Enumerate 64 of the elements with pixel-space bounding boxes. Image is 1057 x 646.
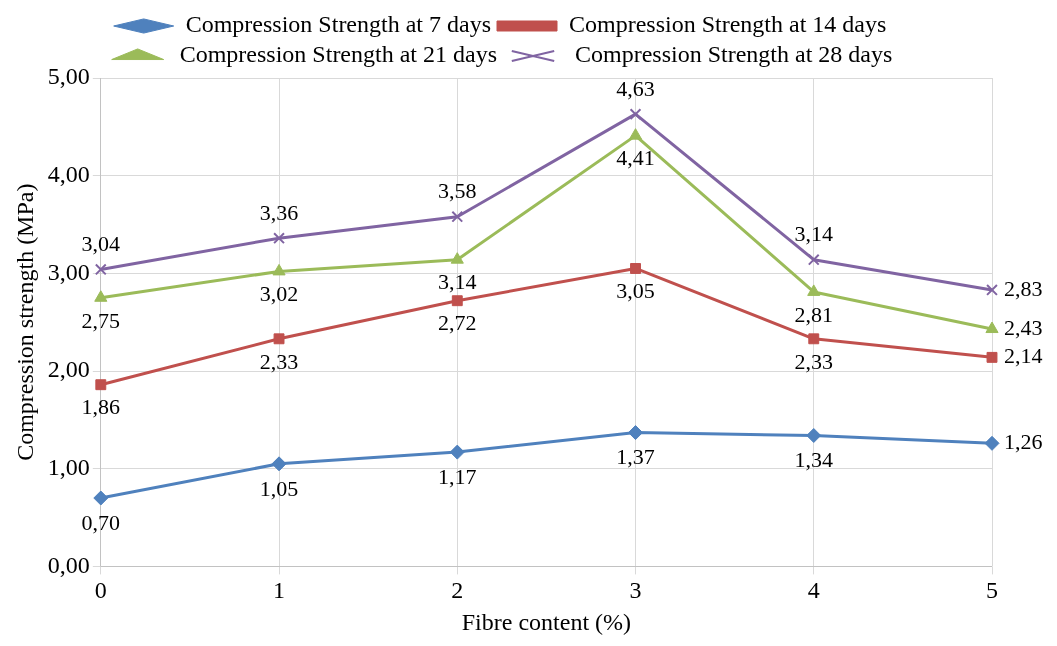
point	[986, 351, 998, 363]
data-label: 3,36	[259, 199, 299, 225]
point	[450, 252, 464, 264]
point	[807, 284, 821, 296]
point	[628, 128, 643, 140]
point	[808, 333, 820, 345]
point	[271, 456, 287, 472]
data-label: 2,33	[259, 348, 299, 374]
data-label: 2,83	[1004, 275, 1043, 301]
data-label: 3,02	[259, 281, 299, 307]
y-tick-label: 2,00	[47, 356, 90, 383]
data-label: 3,04	[81, 231, 121, 257]
y-axis-title: Compression strength (MPa)	[11, 183, 38, 461]
data-label: 3,14	[438, 269, 477, 295]
x-tick-label: 5	[986, 577, 998, 604]
x-tick-label: 0	[94, 577, 107, 604]
point	[95, 379, 107, 391]
point	[451, 295, 463, 307]
data-label: 3,14	[794, 221, 834, 247]
point	[273, 232, 285, 245]
data-label: 0,70	[81, 509, 121, 535]
y-tick-label: 3,00	[47, 258, 90, 285]
data-label: 4,41	[616, 145, 655, 171]
data-label: 1,37	[616, 444, 655, 470]
data-label: 1,34	[794, 447, 834, 473]
point	[449, 444, 465, 460]
point	[628, 425, 644, 441]
point	[451, 210, 464, 223]
data-label: 3,05	[616, 278, 655, 304]
x-tick-label: 1	[273, 577, 286, 604]
x-tick-label: 2	[451, 577, 464, 604]
x-tick-label: 3	[629, 577, 642, 604]
point	[984, 435, 1000, 451]
data-label: 4,63	[616, 75, 655, 101]
data-label: 2,33	[794, 348, 834, 374]
legend-label: Compression Strength at 7 days	[185, 11, 491, 38]
legend-label: Compression Strength at 14 days	[569, 11, 887, 38]
y-tick-label: 4,00	[47, 160, 90, 187]
data-label: 2,72	[438, 310, 477, 336]
x-axis-title: Fibre content (%)	[461, 608, 632, 635]
legend-label: Compression Strength at 21 days	[179, 41, 497, 68]
data-label: 3,58	[438, 178, 477, 204]
data-label: 2,75	[81, 307, 121, 333]
point	[986, 284, 998, 296]
data-label: 2,81	[794, 301, 834, 327]
point	[806, 428, 822, 444]
data-label: 2,14	[1004, 343, 1043, 369]
point	[273, 333, 285, 345]
data-label: 1,86	[81, 394, 121, 420]
y-tick-label: 1,00	[47, 454, 90, 481]
legend-label: Compression Strength at 28 days	[575, 41, 893, 68]
data-label: 1,17	[438, 463, 477, 489]
point	[93, 490, 109, 506]
point	[94, 290, 108, 302]
y-tick-label: 0,00	[47, 551, 90, 578]
point	[272, 263, 286, 276]
data-label: 1,05	[259, 475, 299, 501]
point	[630, 263, 641, 274]
y-tick-label: 5,00	[47, 63, 90, 90]
data-label: 1,26	[1004, 429, 1043, 455]
point	[985, 321, 999, 334]
x-tick-label: 4	[807, 577, 820, 604]
data-label: 2,43	[1004, 314, 1043, 340]
point	[807, 253, 820, 266]
